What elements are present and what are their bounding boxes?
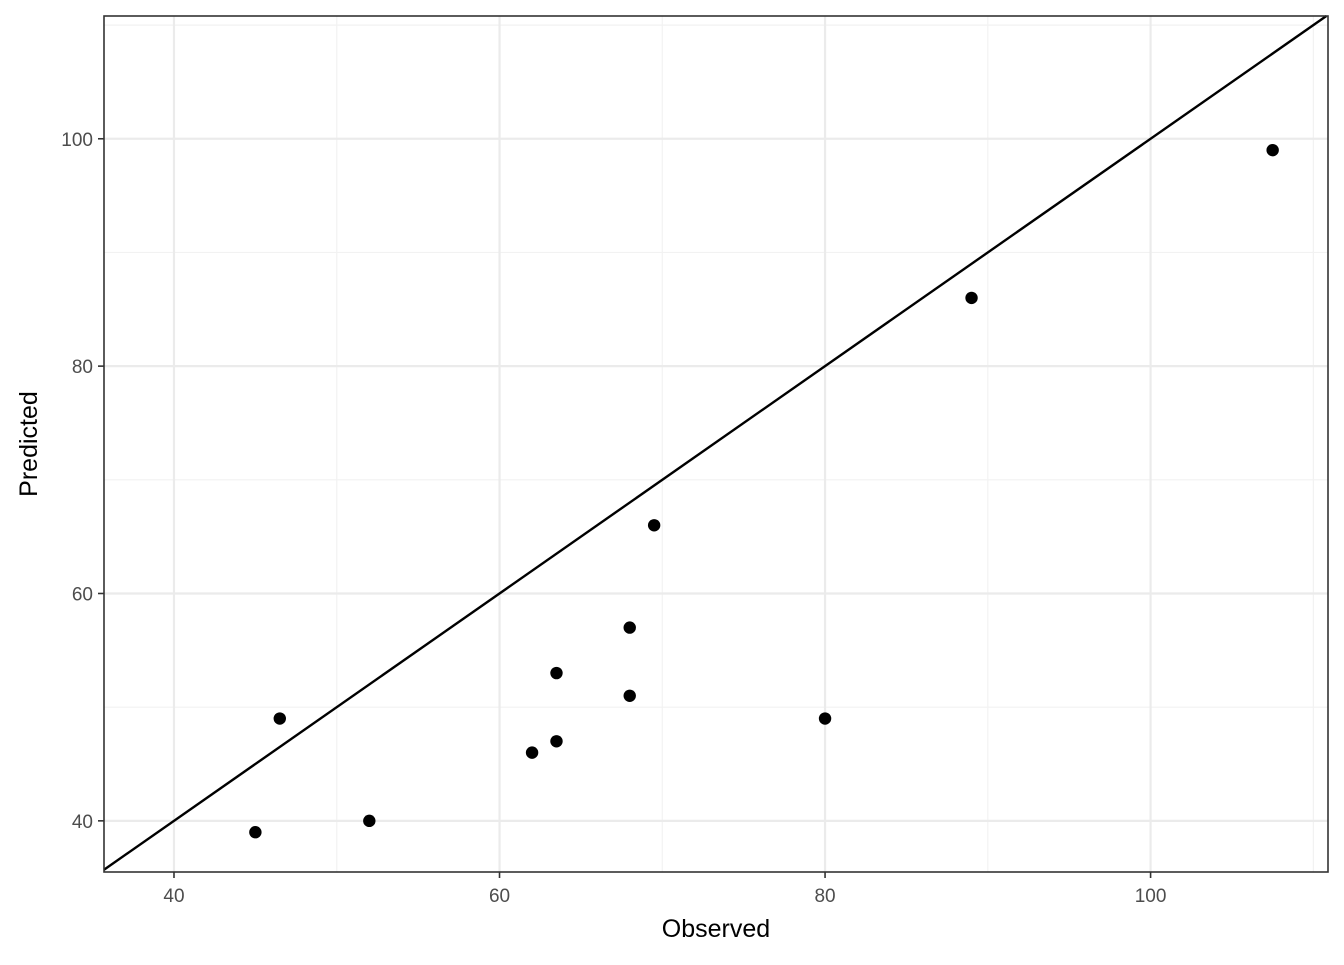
grid	[104, 16, 1328, 872]
y-tick-label: 40	[72, 812, 93, 833]
data-point	[965, 291, 978, 305]
data-point	[1266, 143, 1279, 157]
data-point	[647, 519, 661, 532]
x-axis-title: Observed	[662, 915, 770, 943]
y-tick-label: 60	[72, 584, 93, 605]
data-point	[273, 712, 286, 725]
data-point	[249, 826, 262, 839]
y-tick-label: 80	[72, 357, 93, 378]
axis-ticks: 40 60 80 100 40 60 80 100	[61, 130, 1166, 907]
reference-line-layer	[103, 15, 1328, 871]
x-tick-label: 60	[489, 886, 510, 907]
data-point	[550, 666, 563, 680]
data-point	[623, 689, 636, 702]
data-point	[550, 735, 563, 748]
x-tick-label: 100	[1135, 886, 1167, 907]
data-point	[818, 712, 832, 725]
data-point	[363, 814, 376, 828]
y-tick-label: 100	[61, 130, 93, 151]
points-layer	[249, 143, 1279, 839]
panel-border	[103, 15, 1329, 873]
x-tick-label: 80	[814, 886, 835, 907]
data-point	[623, 621, 636, 634]
data-point	[525, 746, 539, 759]
y-axis-title: Predicted	[15, 391, 43, 497]
identity-reference-line	[103, 15, 1328, 871]
x-tick-label: 40	[163, 886, 184, 907]
